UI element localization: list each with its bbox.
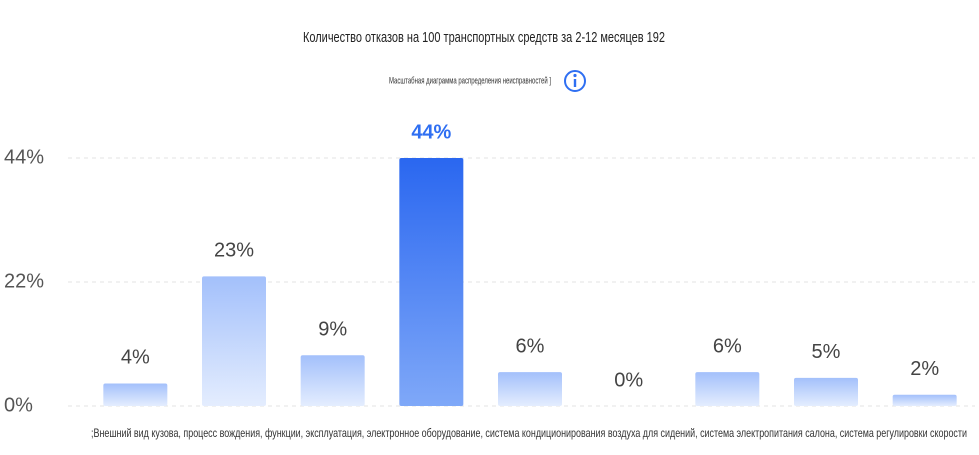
value-label: 0%	[614, 369, 643, 391]
value-label: 44%	[411, 121, 451, 143]
bar	[300, 355, 365, 406]
bar	[498, 372, 562, 406]
y-tick-label: 22%	[4, 270, 44, 292]
info-icon[interactable]	[564, 70, 586, 92]
bar	[202, 276, 266, 406]
chart-title: Количество отказов на 100 транспортных с…	[303, 29, 665, 46]
value-label: 23%	[214, 240, 254, 262]
y-tick-label: 44%	[4, 146, 44, 168]
value-label: 9%	[318, 319, 347, 341]
value-label: 2%	[910, 358, 939, 380]
bar	[892, 394, 957, 406]
bar	[794, 377, 858, 406]
y-tick-label: 0%	[4, 394, 33, 416]
bar	[695, 372, 760, 406]
value-label: 6%	[713, 335, 742, 357]
value-label: 5%	[812, 341, 841, 363]
chart-subtitle: Масштабная диаграмма распределения неисп…	[389, 75, 551, 85]
value-label: 4%	[121, 347, 150, 369]
value-label: 6%	[516, 335, 545, 357]
x-axis-label: ;Внешний вид кузова, процесс вождения, ф…	[91, 426, 967, 440]
bar	[399, 158, 464, 406]
bar	[103, 383, 168, 406]
